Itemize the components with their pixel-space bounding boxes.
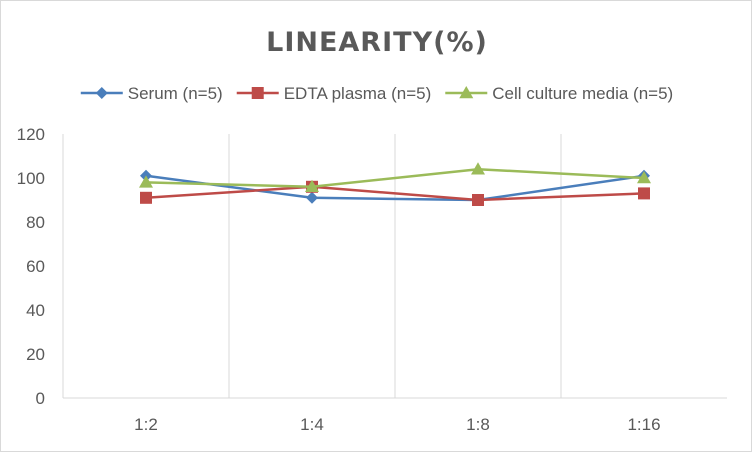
y-tick-label: 100	[17, 169, 45, 188]
data-point	[305, 179, 319, 193]
series-line	[145, 174, 645, 202]
y-tick-label: 40	[26, 301, 45, 320]
series-line	[145, 185, 645, 202]
chart-title: LINEARITY(%)	[266, 27, 488, 58]
series-2	[140, 180, 650, 206]
y-tick-label: 80	[26, 213, 45, 232]
legend-item-2: EDTA plasma (n=5)	[236, 84, 432, 103]
legend-key-marker	[251, 87, 264, 99]
data-point	[139, 175, 153, 188]
x-tick-label: 1:4	[300, 415, 324, 434]
legend-label: Serum (n=5)	[128, 84, 223, 103]
x-tick-label: 1:16	[627, 415, 660, 434]
y-tick-label: 0	[36, 389, 45, 408]
gridlines	[228, 134, 562, 398]
data-point	[471, 162, 485, 175]
series-3	[139, 162, 651, 193]
data-point	[140, 191, 152, 204]
y-tick-label: 120	[17, 125, 45, 144]
legend-label: Cell culture media (n=5)	[492, 84, 673, 103]
x-tick-label: 1:2	[134, 415, 158, 434]
legend-label: EDTA plasma (n=5)	[284, 84, 432, 103]
data-point	[638, 187, 650, 200]
data-point	[472, 194, 484, 206]
axes	[62, 134, 727, 399]
legend-key-marker	[459, 86, 474, 99]
series-group	[139, 162, 651, 206]
legend: Serum (n=5) EDTA plasma (n=5) Cell culture…	[80, 84, 673, 103]
data-point	[306, 191, 318, 204]
y-tick-label: 20	[26, 345, 45, 364]
data-point	[637, 171, 651, 184]
x-tick-label: 1:8	[466, 415, 490, 434]
legend-item-3: Cell culture media (n=5)	[445, 84, 673, 103]
y-axis-ticks: 0 20 40 60 80 100 120	[17, 125, 45, 408]
series-line	[145, 167, 645, 189]
y-tick-label: 60	[26, 257, 45, 276]
x-axis-ticks: 1:2 1:4 1:8 1:16	[134, 415, 660, 434]
legend-key-marker	[95, 87, 108, 99]
legend-item-1: Serum (n=5)	[80, 84, 223, 103]
